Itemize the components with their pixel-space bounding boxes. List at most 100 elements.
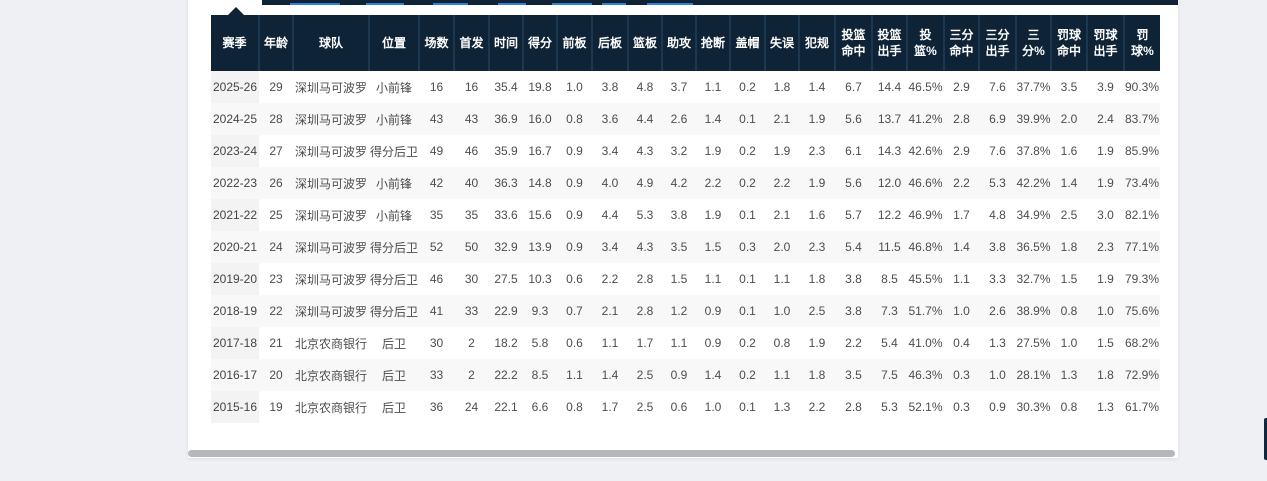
cell-blocks: 0.1 [739, 400, 756, 414]
cell-fg-att: 12.2 [877, 208, 902, 222]
cell-ft-att: 3.9 [1097, 80, 1114, 94]
cell-rebounds: 2.8 [636, 272, 654, 286]
cell-off-rebounds: 1.1 [557, 359, 592, 391]
cell-minutes: 35.9 [494, 144, 518, 158]
cell-fg-pct: 41.2% [907, 103, 944, 135]
cell-turnovers: 1.3 [773, 400, 791, 414]
col-header-fg-pct: 投篮% [906, 15, 944, 71]
cell-starts: 40 [454, 167, 489, 199]
cell-ft-att: 1.0 [1087, 295, 1124, 327]
cell-tp-att: 1.0 [979, 359, 1016, 391]
cell-team: 深圳马可波罗 [294, 80, 367, 95]
cell-team: 深圳马可波罗 [294, 144, 367, 159]
cell-fg-att: 5.4 [881, 336, 898, 350]
col-header-tp-pct: 三分% [1015, 15, 1051, 71]
cell-season: 2022-23 [211, 167, 259, 199]
cell-position: 小前锋 [375, 80, 412, 95]
cell-fg-made: 6.7 [845, 80, 862, 94]
cell-blocks: 0.2 [730, 359, 765, 391]
cell-assists: 3.8 [670, 208, 688, 222]
horizontal-scrollbar-thumb[interactable] [188, 450, 1175, 457]
cell-age: 27 [269, 144, 283, 158]
cell-turnovers: 2.2 [765, 167, 799, 199]
cell-tp-att: 7.6 [989, 144, 1006, 158]
cell-minutes: 32.9 [489, 231, 523, 263]
cell-ft-made: 3.5 [1060, 80, 1078, 94]
cell-games: 16 [429, 80, 444, 94]
table-row: 2025-26 29 深圳马可波罗 小前锋 16 16 35.4 19.8 1.0 3.8 4.8 3… [211, 71, 1160, 103]
cell-steals: 1.0 [704, 400, 722, 414]
cell-ft-pct: 73.4% [1124, 167, 1160, 199]
cell-tp-made: 2.9 [953, 80, 970, 94]
cell-tp-pct: 28.1% [1016, 359, 1051, 391]
cell-tp-att: 3.8 [979, 231, 1016, 263]
cell-ft-att: 1.9 [1097, 272, 1114, 286]
table-row: 2016-17 20 北京农商银行 后卫 33 2 22.2 8.5 1.1 1.4 2.5 0.9 1… [211, 359, 1160, 391]
cell-season: 2015-16 [211, 391, 259, 423]
cell-fg-att: 8.5 [881, 272, 898, 286]
cell-fouls: 1.9 [808, 336, 826, 350]
cell-tp-made: 0.3 [953, 400, 970, 414]
cell-fg-made: 2.2 [845, 336, 862, 350]
cell-fg-pct: 42.6% [908, 144, 943, 158]
cell-steals: 1.1 [704, 80, 722, 94]
cell-starts: 24 [464, 400, 479, 414]
cell-points: 19.8 [528, 80, 552, 94]
cell-ft-att: 1.3 [1097, 400, 1114, 414]
cell-tp-pct: 38.9% [1016, 295, 1051, 327]
cell-assists: 1.1 [670, 336, 688, 350]
cell-tp-att: 2.6 [979, 295, 1016, 327]
cell-age: 22 [259, 295, 293, 327]
cell-assists: 3.7 [670, 80, 688, 94]
cell-fg-made: 6.1 [845, 144, 862, 158]
cell-minutes: 22.9 [489, 295, 523, 327]
cell-team: 深圳马可波罗 [294, 208, 367, 223]
cell-tp-made: 2.8 [944, 103, 979, 135]
cell-ft-att: 2.4 [1087, 103, 1124, 135]
cell-tp-made: 0.4 [953, 336, 970, 350]
cell-starts: 30 [464, 272, 479, 286]
cell-starts: 50 [454, 231, 489, 263]
cell-assists: 3.2 [670, 144, 688, 158]
cell-games: 41 [419, 295, 454, 327]
cell-games: 52 [419, 231, 454, 263]
cell-ft-att: 2.3 [1087, 231, 1124, 263]
cell-points: 9.3 [523, 295, 557, 327]
col-header-points: 得分 [522, 15, 557, 71]
cell-tp-pct: 37.7% [1016, 80, 1051, 94]
cell-def-rebounds: 3.8 [601, 80, 619, 94]
horizontal-scrollbar[interactable] [188, 450, 1178, 457]
cell-ft-pct: 83.7% [1124, 103, 1160, 135]
cell-rebounds: 2.8 [628, 295, 662, 327]
table-row: 2021-22 25 深圳马可波罗 小前锋 35 35 33.6 15.6 0.9 4.4 5.3 3… [211, 199, 1160, 231]
col-header-age: 年龄 [258, 15, 293, 71]
cell-season: 2024-25 [211, 103, 259, 135]
cell-def-rebounds: 3.6 [592, 103, 628, 135]
cell-games: 30 [429, 336, 444, 350]
cell-def-rebounds: 2.1 [592, 295, 628, 327]
cell-position: 得分后卫 [369, 272, 418, 287]
cell-tp-pct: 30.3% [1016, 400, 1051, 414]
cell-season: 2025-26 [211, 71, 259, 103]
table-row: 2022-23 26 深圳马可波罗 小前锋 42 40 36.3 14.8 0.9 4.0 4.9 4… [211, 167, 1160, 199]
cell-turnovers: 1.1 [765, 359, 799, 391]
cell-age: 21 [269, 336, 283, 350]
table-header-row: 赛季 年龄 球队 位置 场数 首发 时间 得分 前板 后板 篮板 助攻 抢断 盖帽 失误 犯规 投篮命中 投篮出手… [211, 15, 1160, 71]
back-to-top-button[interactable] [1264, 418, 1267, 460]
cell-rebounds: 1.7 [636, 336, 654, 350]
cell-minutes: 27.5 [494, 272, 518, 286]
cell-points: 5.8 [531, 336, 549, 350]
cell-ft-pct: 75.6% [1124, 295, 1160, 327]
cell-ft-made: 1.3 [1051, 359, 1087, 391]
cell-off-rebounds: 0.9 [566, 208, 583, 222]
cell-tp-pct: 36.5% [1016, 231, 1051, 263]
top-nav-bar[interactable] [262, 0, 1178, 5]
cell-rebounds: 4.8 [636, 80, 654, 94]
cell-age: 19 [269, 400, 283, 414]
cell-season: 2017-18 [211, 327, 259, 359]
cell-turnovers: 0.8 [773, 336, 791, 350]
cell-points: 6.6 [531, 400, 549, 414]
cell-rebounds: 5.3 [636, 208, 654, 222]
cell-ft-pct: 82.1% [1124, 208, 1160, 222]
col-header-position: 位置 [368, 15, 419, 71]
